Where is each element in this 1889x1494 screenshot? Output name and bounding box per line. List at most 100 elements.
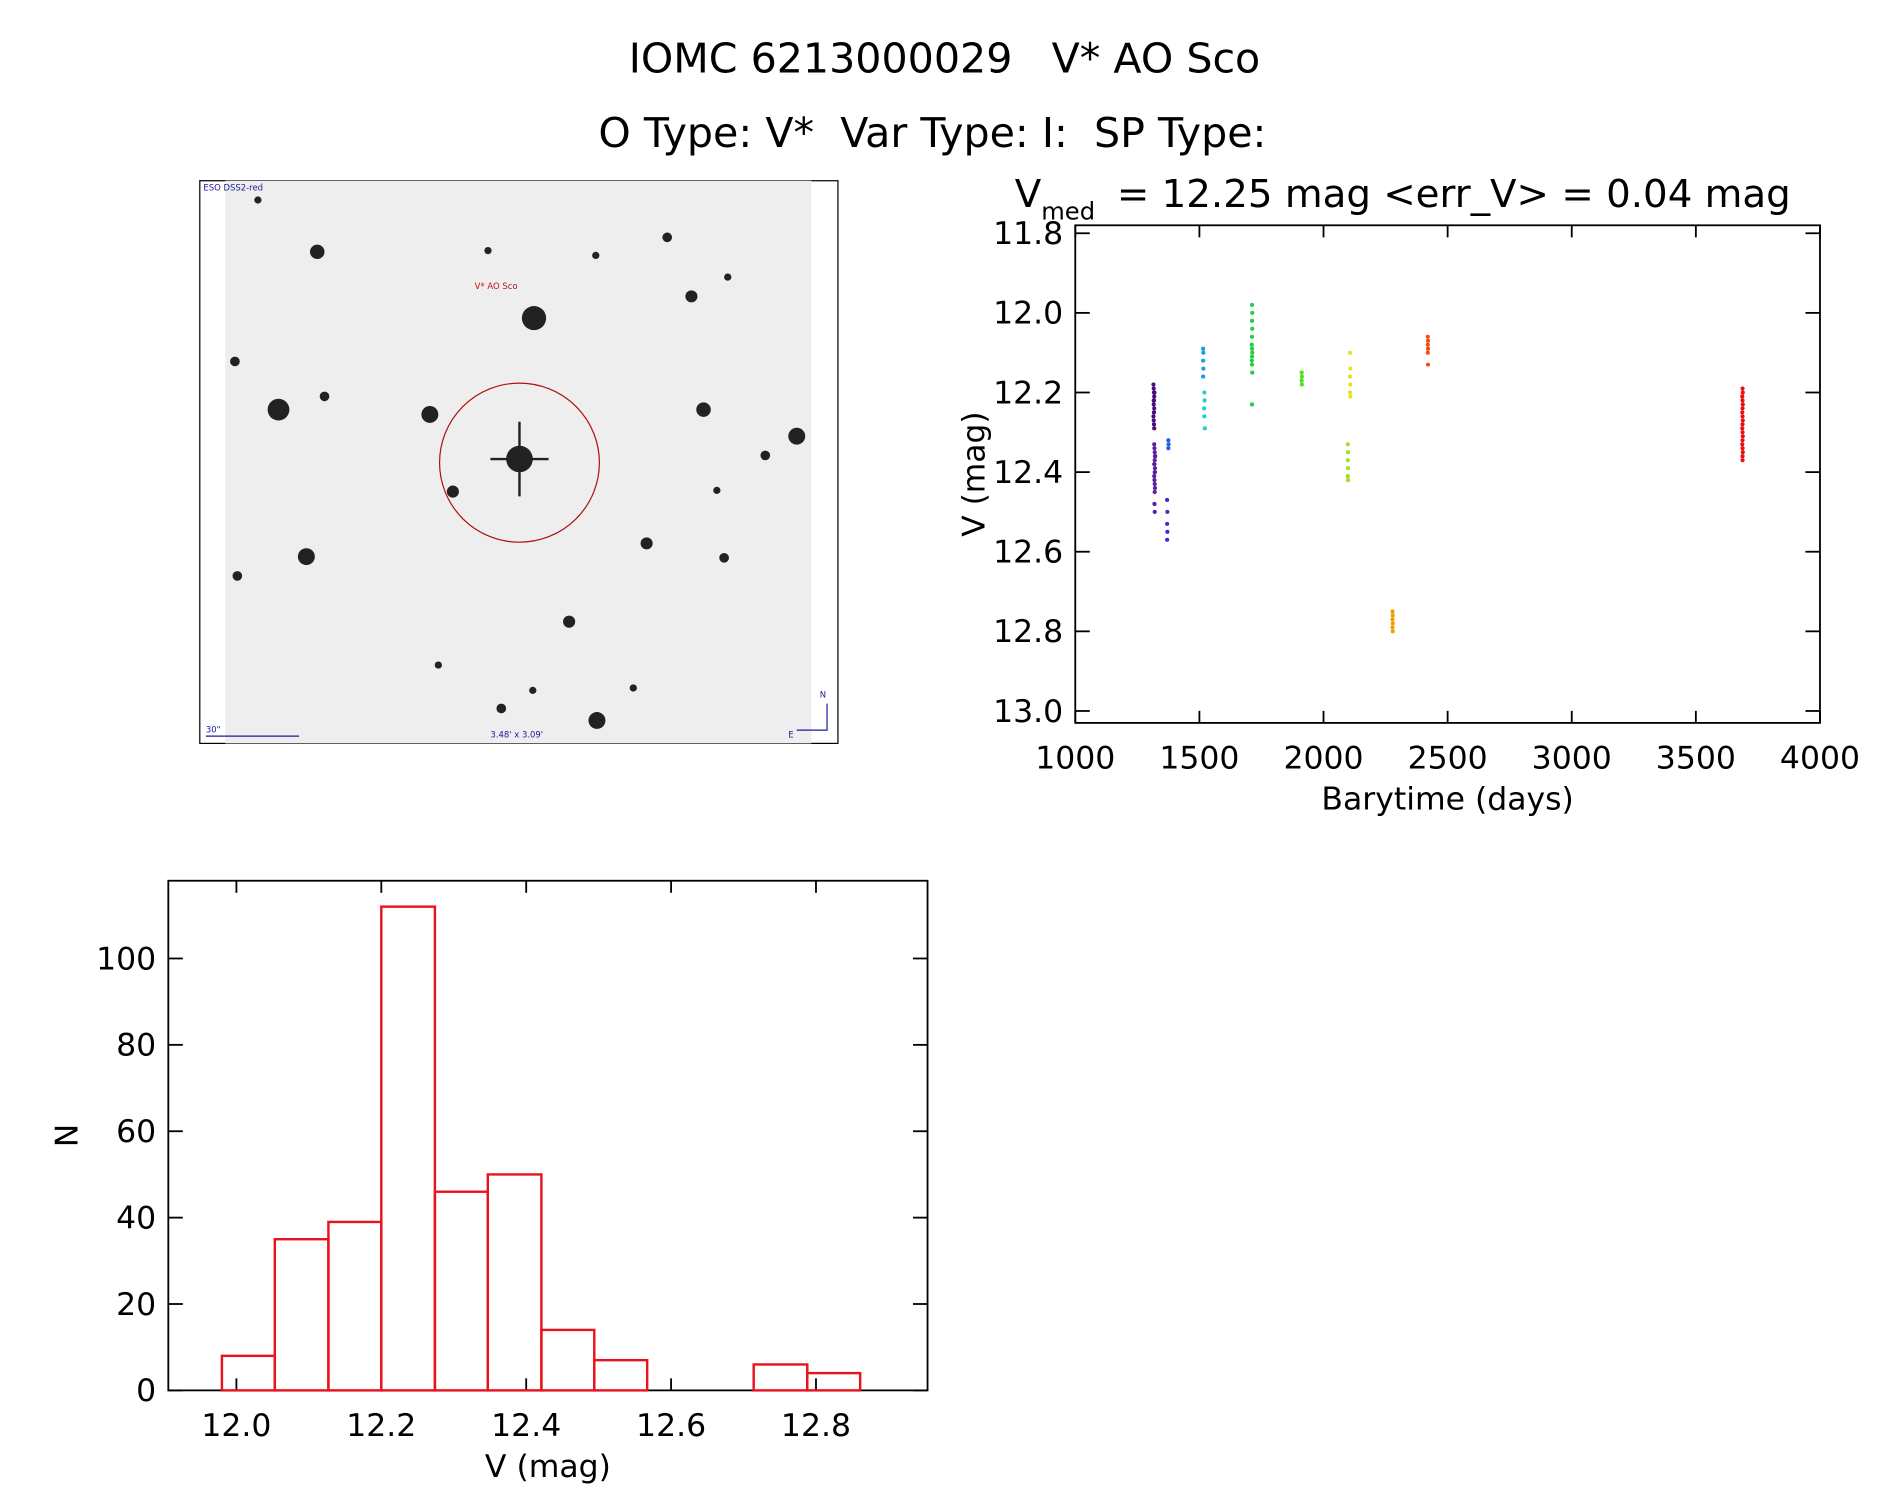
title-part: = 12.25 mag <err_V> = 0.04 mag xyxy=(1117,172,1791,217)
x-tick-label: 4000 xyxy=(1780,741,1860,777)
point xyxy=(1299,378,1304,383)
point xyxy=(1348,374,1353,379)
point xyxy=(1740,434,1745,439)
point xyxy=(1151,382,1156,387)
point xyxy=(1250,326,1255,331)
point xyxy=(1201,350,1206,355)
point xyxy=(1151,402,1156,407)
point xyxy=(1249,362,1255,367)
point xyxy=(1166,442,1171,447)
point xyxy=(1166,438,1171,443)
point xyxy=(1152,501,1157,507)
point xyxy=(1740,410,1745,415)
north-label: N xyxy=(820,690,826,700)
plot-frame xyxy=(167,879,929,1392)
point xyxy=(1740,458,1745,463)
point xyxy=(1299,374,1304,379)
point xyxy=(1202,426,1207,431)
point xyxy=(1152,474,1157,479)
point xyxy=(1740,394,1745,399)
point xyxy=(1250,370,1255,375)
survey-label: ESO DSS2-red xyxy=(203,182,263,192)
point xyxy=(1250,350,1255,355)
point xyxy=(1249,346,1255,351)
point xyxy=(1165,537,1170,542)
point xyxy=(1348,382,1353,387)
point xyxy=(1151,414,1156,419)
bar xyxy=(220,1354,277,1392)
point xyxy=(1152,470,1158,475)
point xyxy=(1152,509,1157,514)
point xyxy=(1740,442,1745,447)
y-tick-label: 12.0 xyxy=(993,296,1063,332)
point xyxy=(1152,394,1157,399)
point xyxy=(1165,521,1170,526)
point xyxy=(1250,310,1255,315)
bar xyxy=(327,1220,383,1392)
y-tick-label: 12.6 xyxy=(993,535,1063,571)
point xyxy=(1425,334,1430,339)
x-tick-label: 3500 xyxy=(1656,741,1736,777)
target-label: V* AO Sco xyxy=(475,281,518,291)
point xyxy=(1390,613,1395,618)
point xyxy=(1390,617,1395,622)
bar xyxy=(433,1190,490,1392)
point xyxy=(1740,426,1745,431)
point xyxy=(1152,390,1157,395)
point xyxy=(1348,366,1353,371)
point xyxy=(1151,422,1157,427)
point xyxy=(1249,342,1254,347)
y-axis-label: V (mag) xyxy=(956,411,992,536)
point xyxy=(1299,370,1304,375)
point xyxy=(1740,386,1745,391)
stars xyxy=(230,196,806,729)
point xyxy=(1390,629,1395,634)
y-tick-label: 12.4 xyxy=(993,455,1063,491)
point xyxy=(1201,358,1206,363)
point xyxy=(1740,422,1745,427)
bar xyxy=(380,905,437,1392)
point xyxy=(1740,450,1745,455)
point xyxy=(1345,474,1350,479)
point xyxy=(1348,390,1353,395)
point xyxy=(1152,485,1158,491)
point xyxy=(1740,414,1745,419)
title: IOMC 6213000029 V* AO Sco xyxy=(629,34,1261,82)
point xyxy=(1151,386,1156,391)
point xyxy=(1166,446,1171,451)
title-part: V xyxy=(1015,172,1042,217)
point xyxy=(1152,458,1157,463)
x-tick-label: 2000 xyxy=(1283,741,1363,777)
point xyxy=(1165,497,1170,503)
point xyxy=(1346,478,1351,483)
target-circle xyxy=(438,382,600,543)
x-tick-label: 12.0 xyxy=(201,1408,271,1444)
x-tick-label: 12.8 xyxy=(781,1408,851,1444)
point xyxy=(1152,426,1157,431)
title-part: med xyxy=(1041,197,1095,225)
point xyxy=(1740,398,1745,403)
x-tick-label: 3000 xyxy=(1532,741,1612,777)
east-label: E xyxy=(788,729,793,739)
x-tick-label: 12.6 xyxy=(636,1408,706,1444)
point xyxy=(1151,418,1156,423)
point xyxy=(1249,334,1255,339)
plot-frame xyxy=(1074,224,1821,724)
point xyxy=(1740,446,1745,451)
point xyxy=(1165,509,1170,514)
point xyxy=(1152,462,1157,467)
point xyxy=(1202,414,1207,419)
point xyxy=(1249,354,1255,359)
point xyxy=(1152,442,1157,447)
point xyxy=(1299,382,1304,387)
y-tick-label: 13.0 xyxy=(993,694,1063,730)
point xyxy=(1201,366,1206,371)
x-tick-label: 12.2 xyxy=(346,1408,416,1444)
point xyxy=(1152,446,1157,451)
point xyxy=(1425,362,1431,367)
point xyxy=(1249,358,1254,363)
point xyxy=(1249,302,1255,307)
point xyxy=(1345,442,1350,447)
bar xyxy=(273,1238,330,1392)
